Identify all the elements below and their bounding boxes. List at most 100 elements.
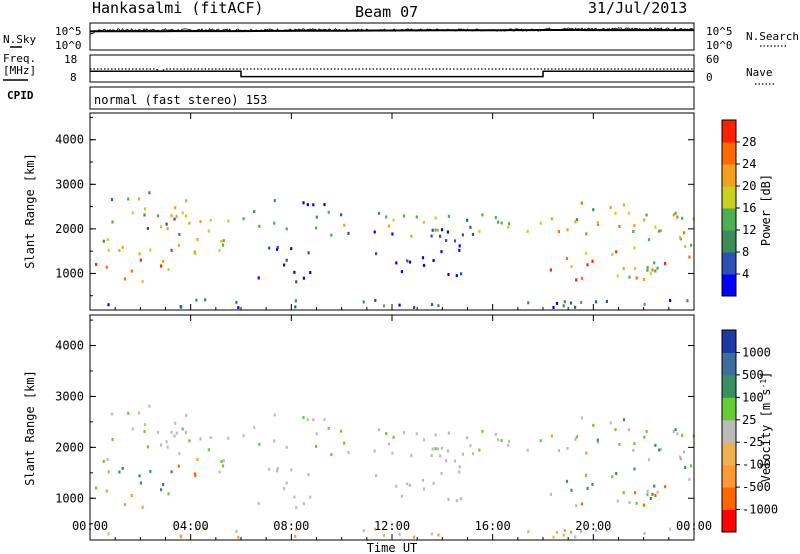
velocity-cell [413,535,416,539]
velocity-cell [565,479,569,483]
ytick-label: 2000 [55,440,84,454]
velocity-cell [391,451,394,455]
power-cell [221,243,225,247]
colorbar-tick-label: 24 [742,157,756,171]
colorbar-swatch [722,230,736,253]
power-colorbar-title: Power [dB] [759,174,773,246]
power-cell [130,269,133,273]
power-cell [432,259,435,262]
power-cell [146,227,149,230]
velocity-cell [235,529,238,533]
velocity-yaxis: 4000 3000 2000 1000 [55,319,694,525]
velocity-heatmap [95,404,695,539]
colorbar-tick-label: 1000 [742,345,771,359]
power-cell [615,250,618,254]
noise-left-ytick-top: 10^5 [55,25,82,38]
velocity-cell [373,449,376,453]
power-cell [141,279,144,283]
power-cell [148,191,151,195]
power-cell [107,303,110,307]
xtick-label: 16:00 [475,519,511,533]
velocity-cell [276,467,279,470]
ytick-label: 4000 [55,133,84,147]
velocity-cell [430,532,434,536]
velocity-cell [628,501,631,505]
power-cell [622,203,626,207]
velocity-cell [143,430,146,433]
power-cell [220,239,223,243]
power-cell [188,221,191,225]
power-cell [439,234,442,238]
power-cell [550,217,553,221]
velocity-cell [102,459,105,463]
velocity-cell [106,457,109,461]
power-cell [179,305,182,308]
velocity-cell [312,418,315,422]
power-cell [632,230,635,233]
noise-right-ytick-bottom: 10^0 [706,39,733,52]
power-cell [415,215,418,219]
power-cell [557,230,560,234]
velocity-cell [188,439,191,443]
power-cell [646,268,649,272]
velocity-cell [253,426,256,430]
power-cell [121,245,124,249]
power-cell [166,227,169,231]
velocity-cell [218,470,221,474]
velocity-cell [659,447,662,451]
velocity-cell [647,458,651,462]
velocity-cell [149,469,152,473]
power-cell [653,261,656,265]
power-cell [382,304,386,308]
power-cell [295,280,298,284]
power-cell [102,239,105,243]
velocity-cell [162,483,165,486]
velocity-cell [683,450,686,454]
power-cell [309,271,312,274]
colorbar-tick-label: -500 [742,480,771,494]
velocity-cell [309,495,312,499]
velocity-cell [580,502,584,506]
velocity-cell [285,481,288,485]
colorbar-swatch [722,397,736,421]
velocity-cell [471,452,475,456]
power-cell [618,224,621,228]
velocity-cell [237,535,240,539]
power-cell [549,268,552,272]
velocity-cell [575,504,578,508]
power-cell [199,220,202,224]
power-cell [580,276,584,280]
velocity-cell [327,426,330,430]
power-cell [440,250,443,254]
power-cell [574,220,577,224]
colorbar-swatch [722,120,736,143]
velocity-cell [178,452,181,456]
power-cell [315,215,318,219]
power-cell [649,272,652,276]
power-cell [302,201,305,205]
velocity-ylabel: Slant Range [km] [23,370,37,486]
velocity-cell [294,534,297,538]
power-cell [633,246,636,250]
colorbar-tick-label: 28 [742,135,756,149]
power-cell [440,228,444,232]
power-cell [580,301,583,304]
colorbar-tick-label: 8 [742,245,749,259]
power-cell [569,301,573,305]
velocity-cell [669,527,672,531]
velocity-cell [175,431,178,435]
velocity-cell [221,464,225,468]
power-cell [445,239,448,242]
velocity-cell [323,418,326,422]
power-cell [195,298,198,302]
power-cell [436,228,440,232]
velocity-cell [273,439,276,443]
velocity-cell [646,489,649,493]
power-cell [634,267,637,271]
power-cell [455,274,458,278]
power-cell [377,211,381,215]
colorbar-swatch [722,274,736,297]
power-cell [315,226,318,230]
power-cell [430,234,433,238]
power-cell [643,302,646,306]
